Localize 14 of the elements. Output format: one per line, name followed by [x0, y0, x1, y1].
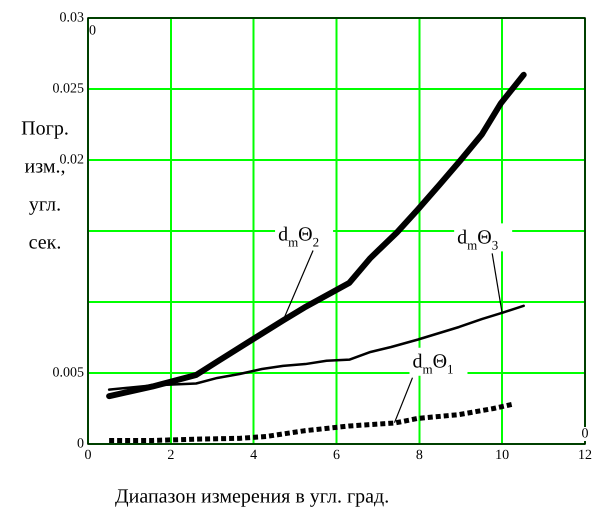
y-tick-label: 0.02	[60, 152, 84, 168]
y-tick-label: 0.025	[52, 82, 84, 97]
y-tick-label: 0.005	[52, 366, 84, 381]
x-tick-label: 4	[250, 448, 258, 464]
y-tick-label: 0	[77, 436, 84, 452]
y-tick-label: 0.03	[60, 10, 84, 26]
x-tick-label: 10	[495, 448, 510, 464]
x-tick-label: 2	[167, 448, 174, 464]
x-tick-label: 12	[578, 448, 592, 464]
x-axis-title: Диапазон измерения в угл. град.	[115, 485, 390, 508]
x-tick-label: 6	[333, 448, 340, 464]
annotation: 0	[89, 24, 96, 39]
x-tick-label: 8	[416, 448, 423, 464]
annotation: 0	[582, 426, 588, 442]
